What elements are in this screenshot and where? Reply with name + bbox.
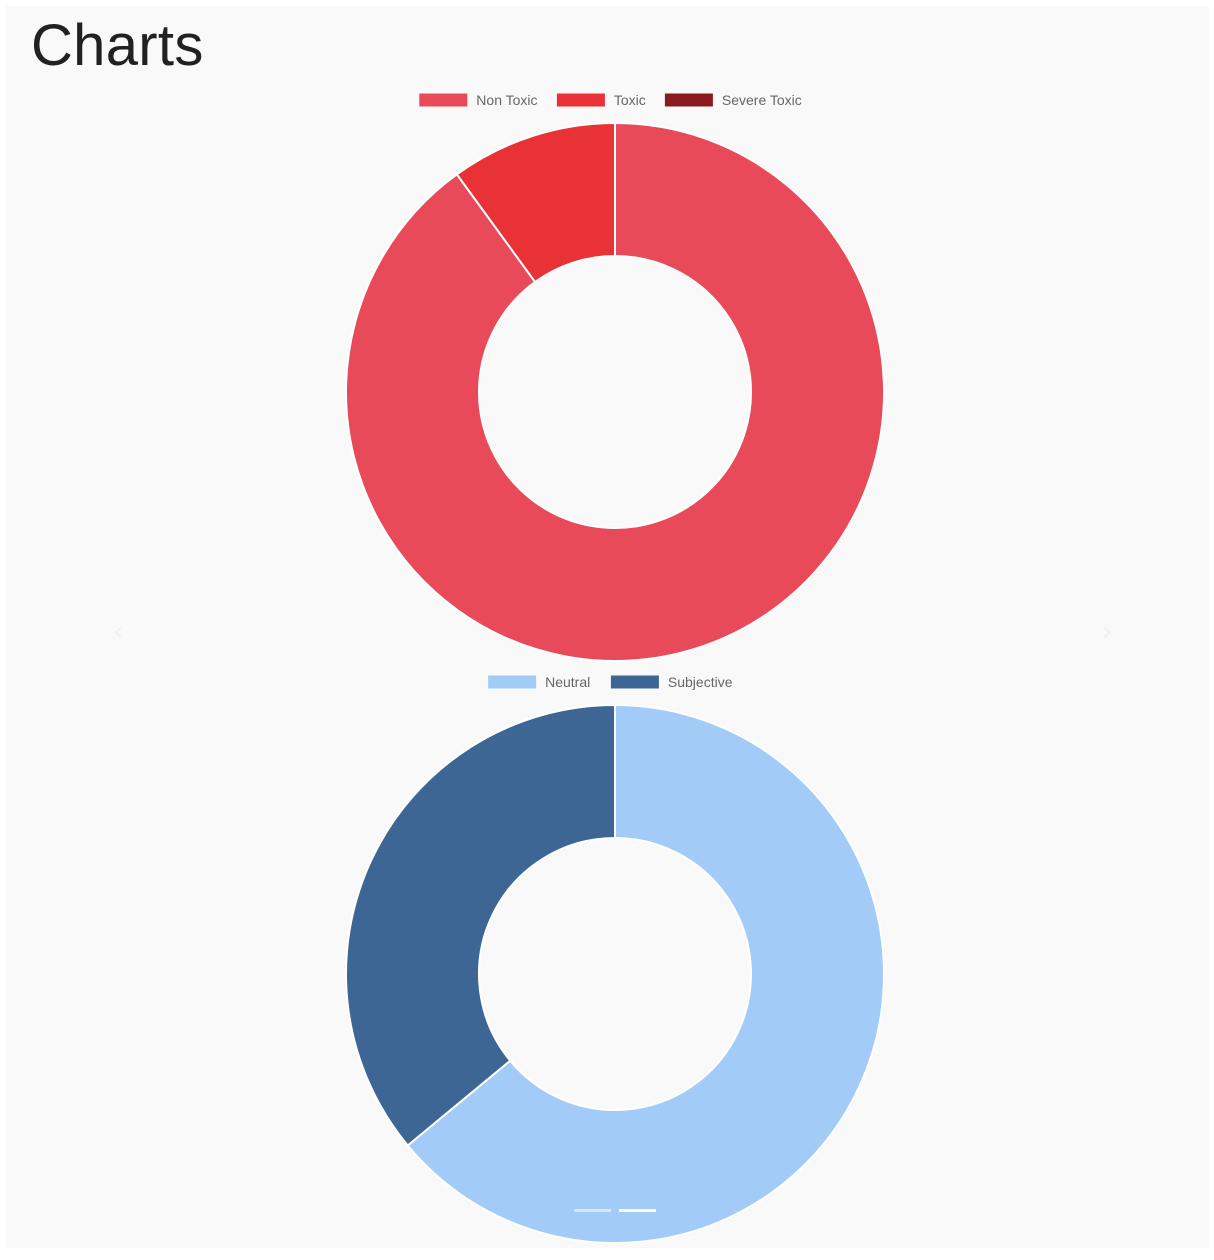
- carousel-controls: ‹ ›: [113, 617, 1112, 1212]
- legend-item-severe-toxic[interactable]: Severe Toxic: [664, 92, 802, 108]
- legend-item-neutral[interactable]: Neutral: [488, 674, 590, 690]
- chart-1: Non Toxic Toxic Severe Toxic: [345, 92, 885, 662]
- legend-swatch: [419, 93, 468, 107]
- slice-neutral[interactable]: [406, 704, 885, 1244]
- chevron-right-icon[interactable]: ›: [1102, 617, 1112, 647]
- carousel-indicators: [574, 1209, 656, 1212]
- legend-swatch: [556, 93, 605, 107]
- legend-label: Severe Toxic: [722, 92, 802, 108]
- legend-label: Toxic: [614, 92, 646, 108]
- page-title: Charts: [31, 13, 204, 78]
- legend-item-subjective[interactable]: Subjective: [610, 674, 733, 690]
- legend-swatch: [664, 93, 713, 107]
- chevron-left-icon[interactable]: ‹: [113, 617, 123, 647]
- legend-item-toxic[interactable]: Toxic: [556, 92, 646, 108]
- carousel-indicator[interactable]: [574, 1209, 611, 1212]
- legend-label: Non Toxic: [476, 92, 537, 108]
- slice-non-toxic[interactable]: [345, 122, 885, 662]
- slice-subjective[interactable]: [345, 704, 616, 1147]
- legend-label: Neutral: [545, 674, 590, 690]
- legend-swatch: [610, 675, 659, 689]
- slice-toxic[interactable]: [455, 122, 616, 283]
- chart-legend: Neutral Subjective: [488, 674, 733, 690]
- chart-2: Neutral Subjective: [345, 674, 885, 1244]
- legend-swatch: [488, 675, 537, 689]
- chart-legend: Non Toxic Toxic Severe Toxic: [419, 92, 802, 108]
- legend-label: Subjective: [668, 674, 733, 690]
- legend-item-non-toxic[interactable]: Non Toxic: [419, 92, 538, 108]
- carousel-indicator[interactable]: [619, 1209, 656, 1212]
